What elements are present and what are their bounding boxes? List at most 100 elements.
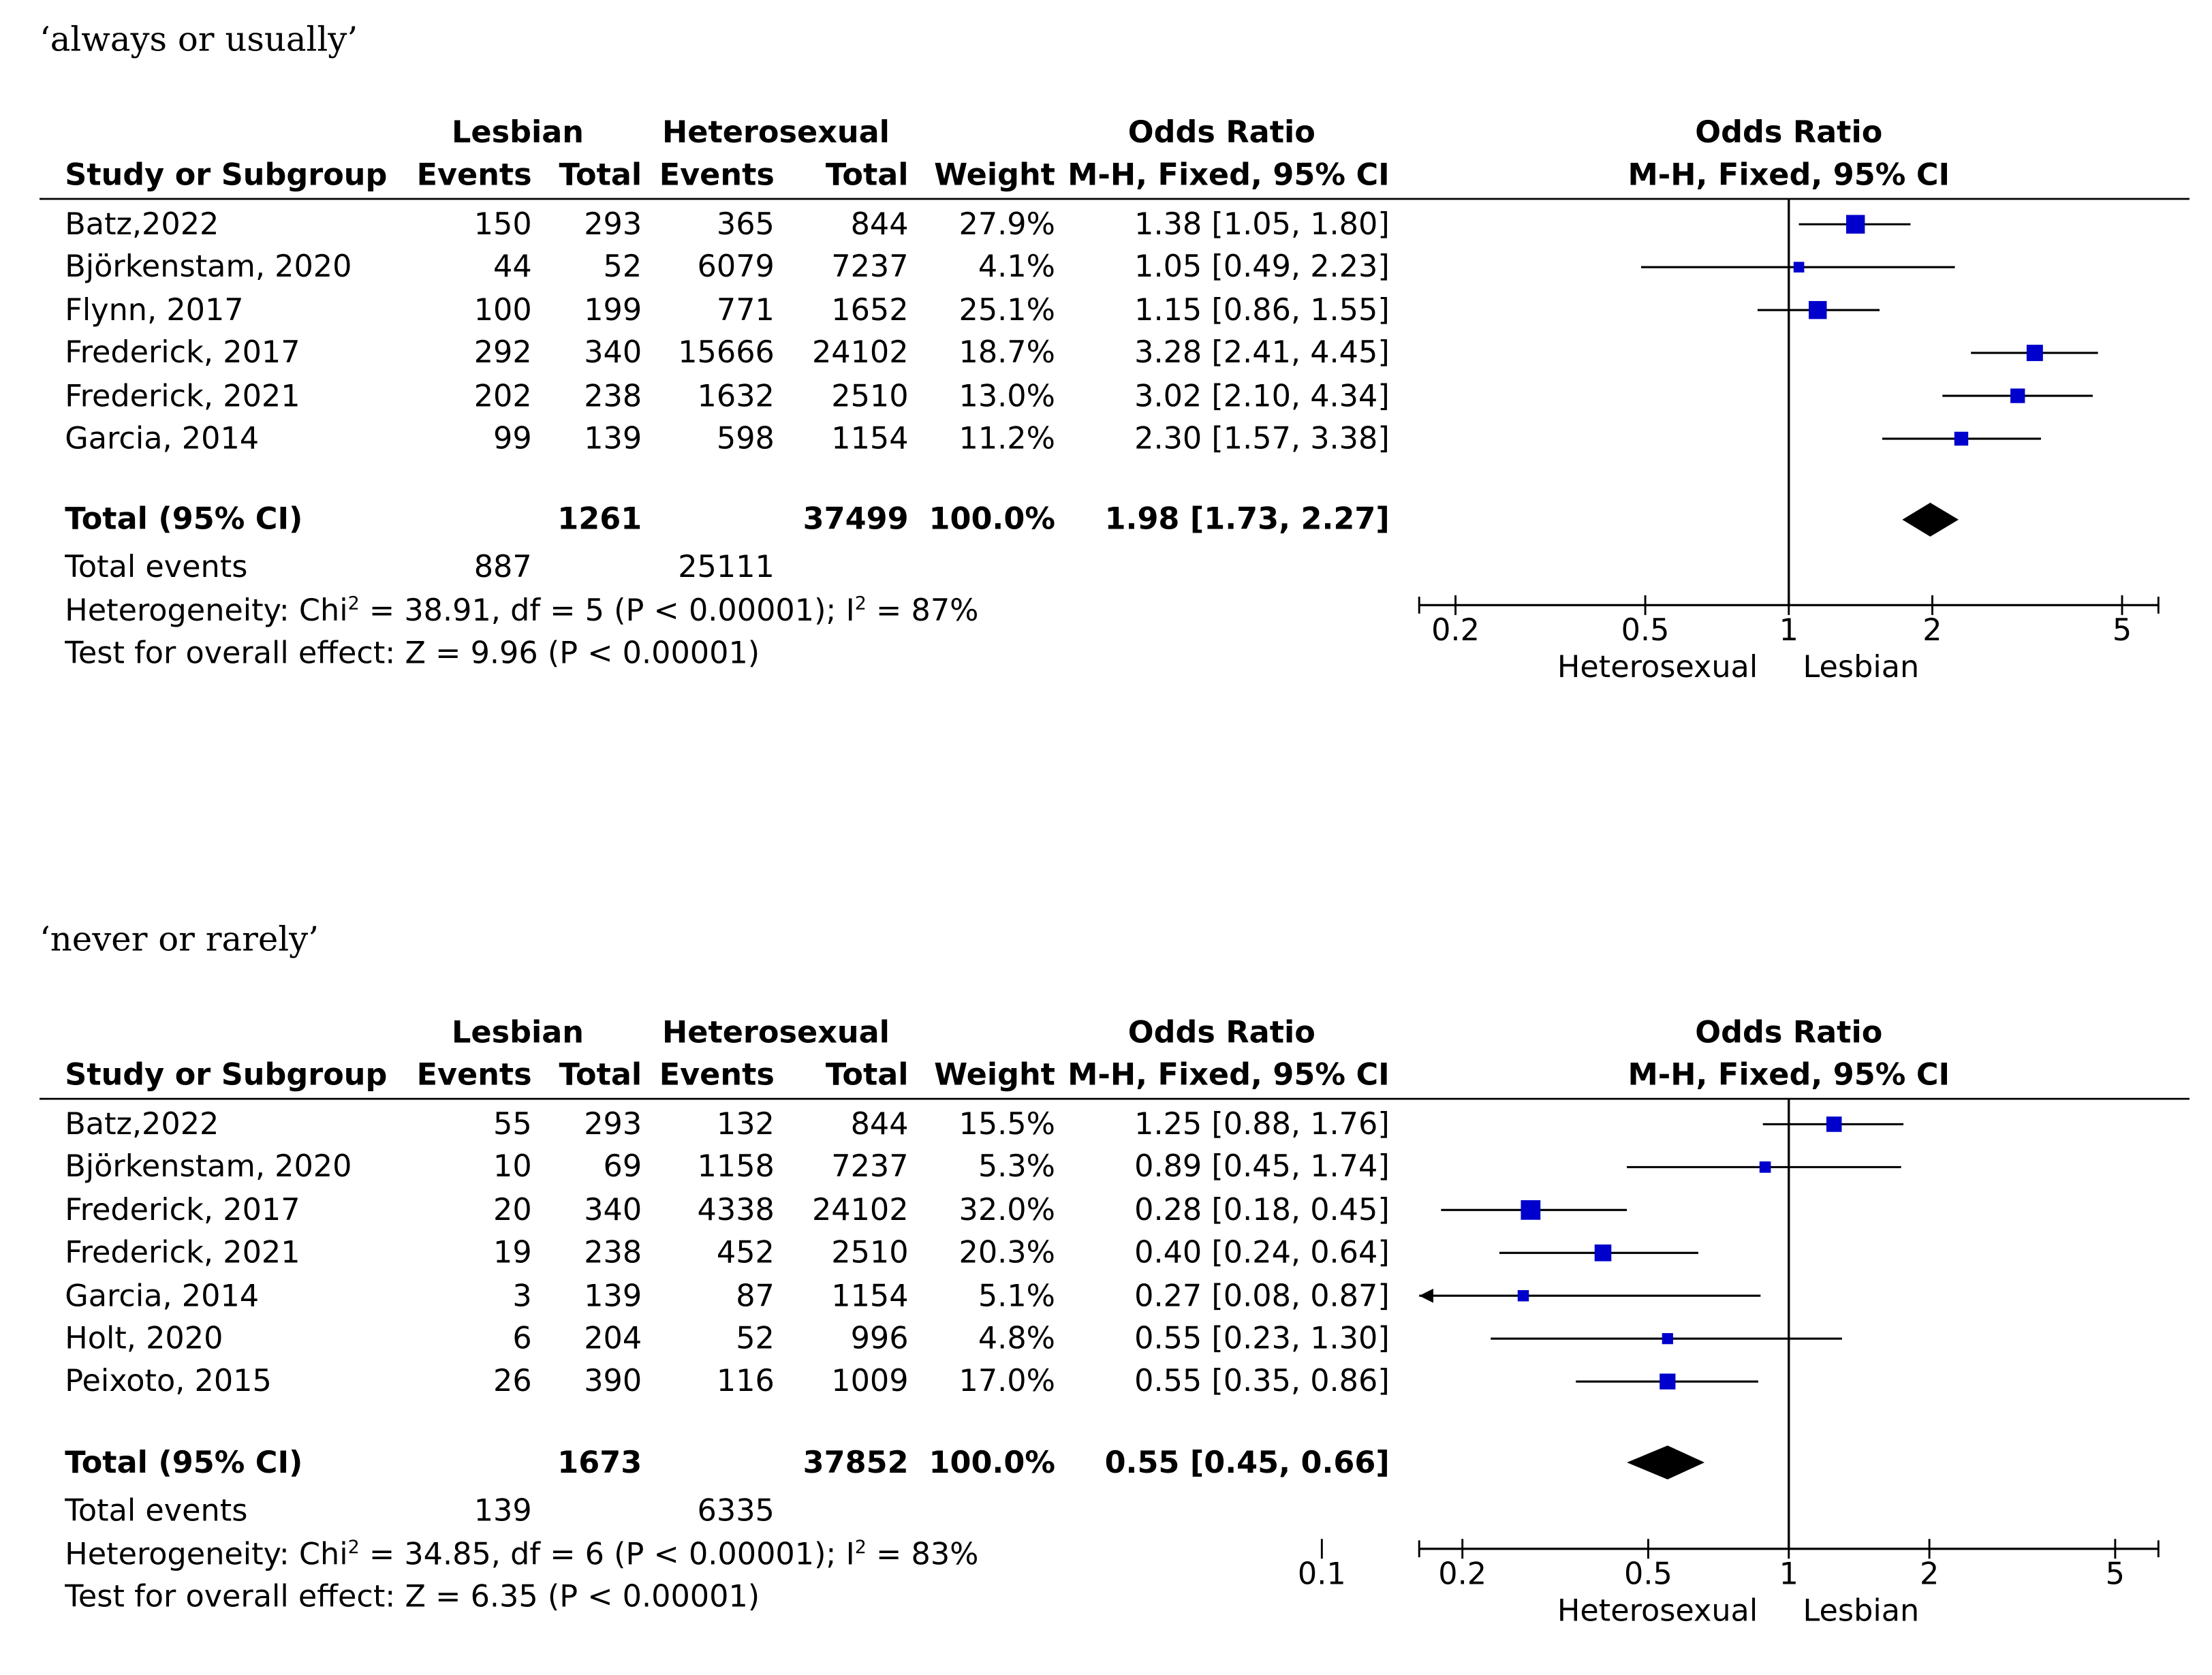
header-plot-method: M-H, Fixed, 95% CI <box>1627 1058 1950 1093</box>
header-study: Study or Subgroup <box>65 157 388 193</box>
study-weight: 4.8% <box>978 1321 1055 1358</box>
study-marker <box>1662 1333 1673 1345</box>
header-total-heterosexual: Total <box>825 157 909 193</box>
total-heterosexual: 24102 <box>811 1193 909 1229</box>
events-lesbian: 26 <box>493 1364 532 1400</box>
total-events-lesbian: 887 <box>473 550 532 586</box>
study-marker <box>1660 1373 1676 1390</box>
total-n-heterosexual: 37852 <box>803 1445 909 1481</box>
header-events-heterosexual: Events <box>659 157 775 193</box>
study-odds-ratio-ci: 0.27 [0.08, 0.87] <box>1134 1279 1390 1315</box>
header-group-heterosexual: Heterosexual <box>661 115 890 151</box>
events-lesbian: 19 <box>493 1236 532 1272</box>
events-lesbian: 292 <box>473 336 532 372</box>
study-weight: 18.7% <box>959 336 1055 372</box>
events-lesbian: 20 <box>493 1193 532 1229</box>
events-lesbian: 6 <box>512 1321 532 1358</box>
study-odds-ratio-ci: 0.55 [0.23, 1.30] <box>1134 1321 1390 1358</box>
events-heterosexual: 1632 <box>697 379 775 414</box>
study-weight: 4.1% <box>978 250 1055 286</box>
x-tick-label: 5 <box>2105 1557 2125 1593</box>
heterogeneity-part: = 34.85, df = 6 (P < 0.00001); I <box>359 1537 855 1573</box>
total-heterosexual: 2510 <box>831 1236 909 1272</box>
events-heterosexual: 116 <box>716 1364 775 1400</box>
header-study: Study or Subgroup <box>65 1058 388 1093</box>
study-name: Garcia, 2014 <box>65 422 260 457</box>
study-weight: 17.0% <box>959 1364 1055 1400</box>
header-events-lesbian: Events <box>416 1058 532 1093</box>
total-heterosexual: 2510 <box>831 379 909 414</box>
study-marker <box>1759 1161 1771 1173</box>
study-marker <box>2010 388 2025 403</box>
study-marker <box>1809 300 1827 319</box>
study-odds-ratio-ci: 0.28 [0.18, 0.45] <box>1134 1193 1390 1229</box>
events-heterosexual: 87 <box>736 1279 775 1315</box>
heterogeneity-text: Heterogeneity: Chi2 = 38.91, df = 5 (P <… <box>65 594 979 630</box>
study-name: Peixoto, 2015 <box>65 1364 272 1400</box>
events-lesbian: 150 <box>473 207 532 243</box>
total-lesbian: 52 <box>603 250 642 286</box>
heterogeneity-part: = 87% <box>866 594 979 630</box>
events-lesbian: 100 <box>473 293 532 329</box>
study-name: Frederick, 2017 <box>65 336 300 372</box>
total-lesbian: 139 <box>584 422 642 457</box>
events-heterosexual: 771 <box>716 293 775 329</box>
events-heterosexual: 1158 <box>697 1150 775 1186</box>
header-plot-method: M-H, Fixed, 95% CI <box>1627 157 1950 193</box>
header-events-heterosexual: Events <box>659 1058 775 1093</box>
x-tick-label: 0.5 <box>1623 1557 1672 1593</box>
pooled-diamond <box>1902 503 1959 537</box>
heterogeneity-text: Heterogeneity: Chi2 = 34.85, df = 6 (P <… <box>65 1537 978 1573</box>
header-total-lesbian: Total <box>559 1058 642 1093</box>
total-heterosexual: 1009 <box>831 1364 909 1400</box>
total-lesbian: 139 <box>584 1279 642 1315</box>
events-heterosexual: 598 <box>716 422 775 457</box>
header-weight: Weight <box>934 1058 1055 1093</box>
study-name: Garcia, 2014 <box>65 1279 260 1315</box>
total-lesbian: 204 <box>584 1321 642 1358</box>
total-heterosexual: 844 <box>850 207 909 243</box>
total-events-label: Total events <box>65 1493 248 1529</box>
study-name: Frederick, 2021 <box>65 1236 300 1272</box>
total-label: Total (95% CI) <box>65 1445 303 1481</box>
total-odds-ratio-ci: 1.98 [1.73, 2.27] <box>1104 503 1390 538</box>
events-heterosexual: 365 <box>716 207 775 243</box>
total-n-lesbian: 1261 <box>557 503 642 538</box>
header-group-lesbian: Lesbian <box>452 1015 584 1051</box>
events-heterosexual: 15666 <box>678 336 775 372</box>
favours-left-label: Heterosexual <box>1557 650 1758 686</box>
superscript-two: 2 <box>347 1537 360 1559</box>
header-plot-odds-ratio: Odds Ratio <box>1695 115 1883 151</box>
header-odds-ratio: Odds Ratio <box>1127 115 1315 151</box>
total-events-heterosexual: 25111 <box>678 550 775 586</box>
total-heterosexual: 1652 <box>831 293 909 329</box>
events-heterosexual: 52 <box>736 1321 775 1358</box>
total-lesbian: 199 <box>584 293 642 329</box>
total-heterosexual: 7237 <box>831 1150 909 1186</box>
total-lesbian: 390 <box>584 1364 642 1400</box>
events-heterosexual: 6079 <box>697 250 775 286</box>
panel-subtitle: ‘never or rarely’ <box>39 920 320 960</box>
total-n-heterosexual: 37499 <box>803 503 909 538</box>
events-lesbian: 55 <box>493 1107 532 1143</box>
ci-arrow-left <box>1419 1288 1433 1303</box>
study-weight: 15.5% <box>959 1107 1055 1143</box>
x-tick-label: 2 <box>1922 613 1942 649</box>
total-events-lesbian: 139 <box>473 1493 532 1529</box>
header-events-lesbian: Events <box>416 157 532 193</box>
total-weight: 100.0% <box>929 503 1055 538</box>
study-marker <box>1521 1200 1541 1220</box>
study-odds-ratio-ci: 1.15 [0.86, 1.55] <box>1134 293 1390 329</box>
study-marker <box>1517 1290 1529 1302</box>
total-lesbian: 238 <box>584 379 642 414</box>
header-or-method: M-H, Fixed, 95% CI <box>1068 157 1390 193</box>
study-weight: 20.3% <box>959 1236 1055 1272</box>
events-heterosexual: 132 <box>716 1107 775 1143</box>
total-lesbian: 293 <box>584 207 642 243</box>
header-group-heterosexual: Heterosexual <box>661 1015 890 1051</box>
study-odds-ratio-ci: 3.02 [2.10, 4.34] <box>1134 379 1390 414</box>
events-lesbian: 10 <box>493 1150 532 1186</box>
superscript-two: 2 <box>347 594 360 616</box>
superscript-two: 2 <box>854 594 867 616</box>
events-lesbian: 44 <box>493 250 532 286</box>
